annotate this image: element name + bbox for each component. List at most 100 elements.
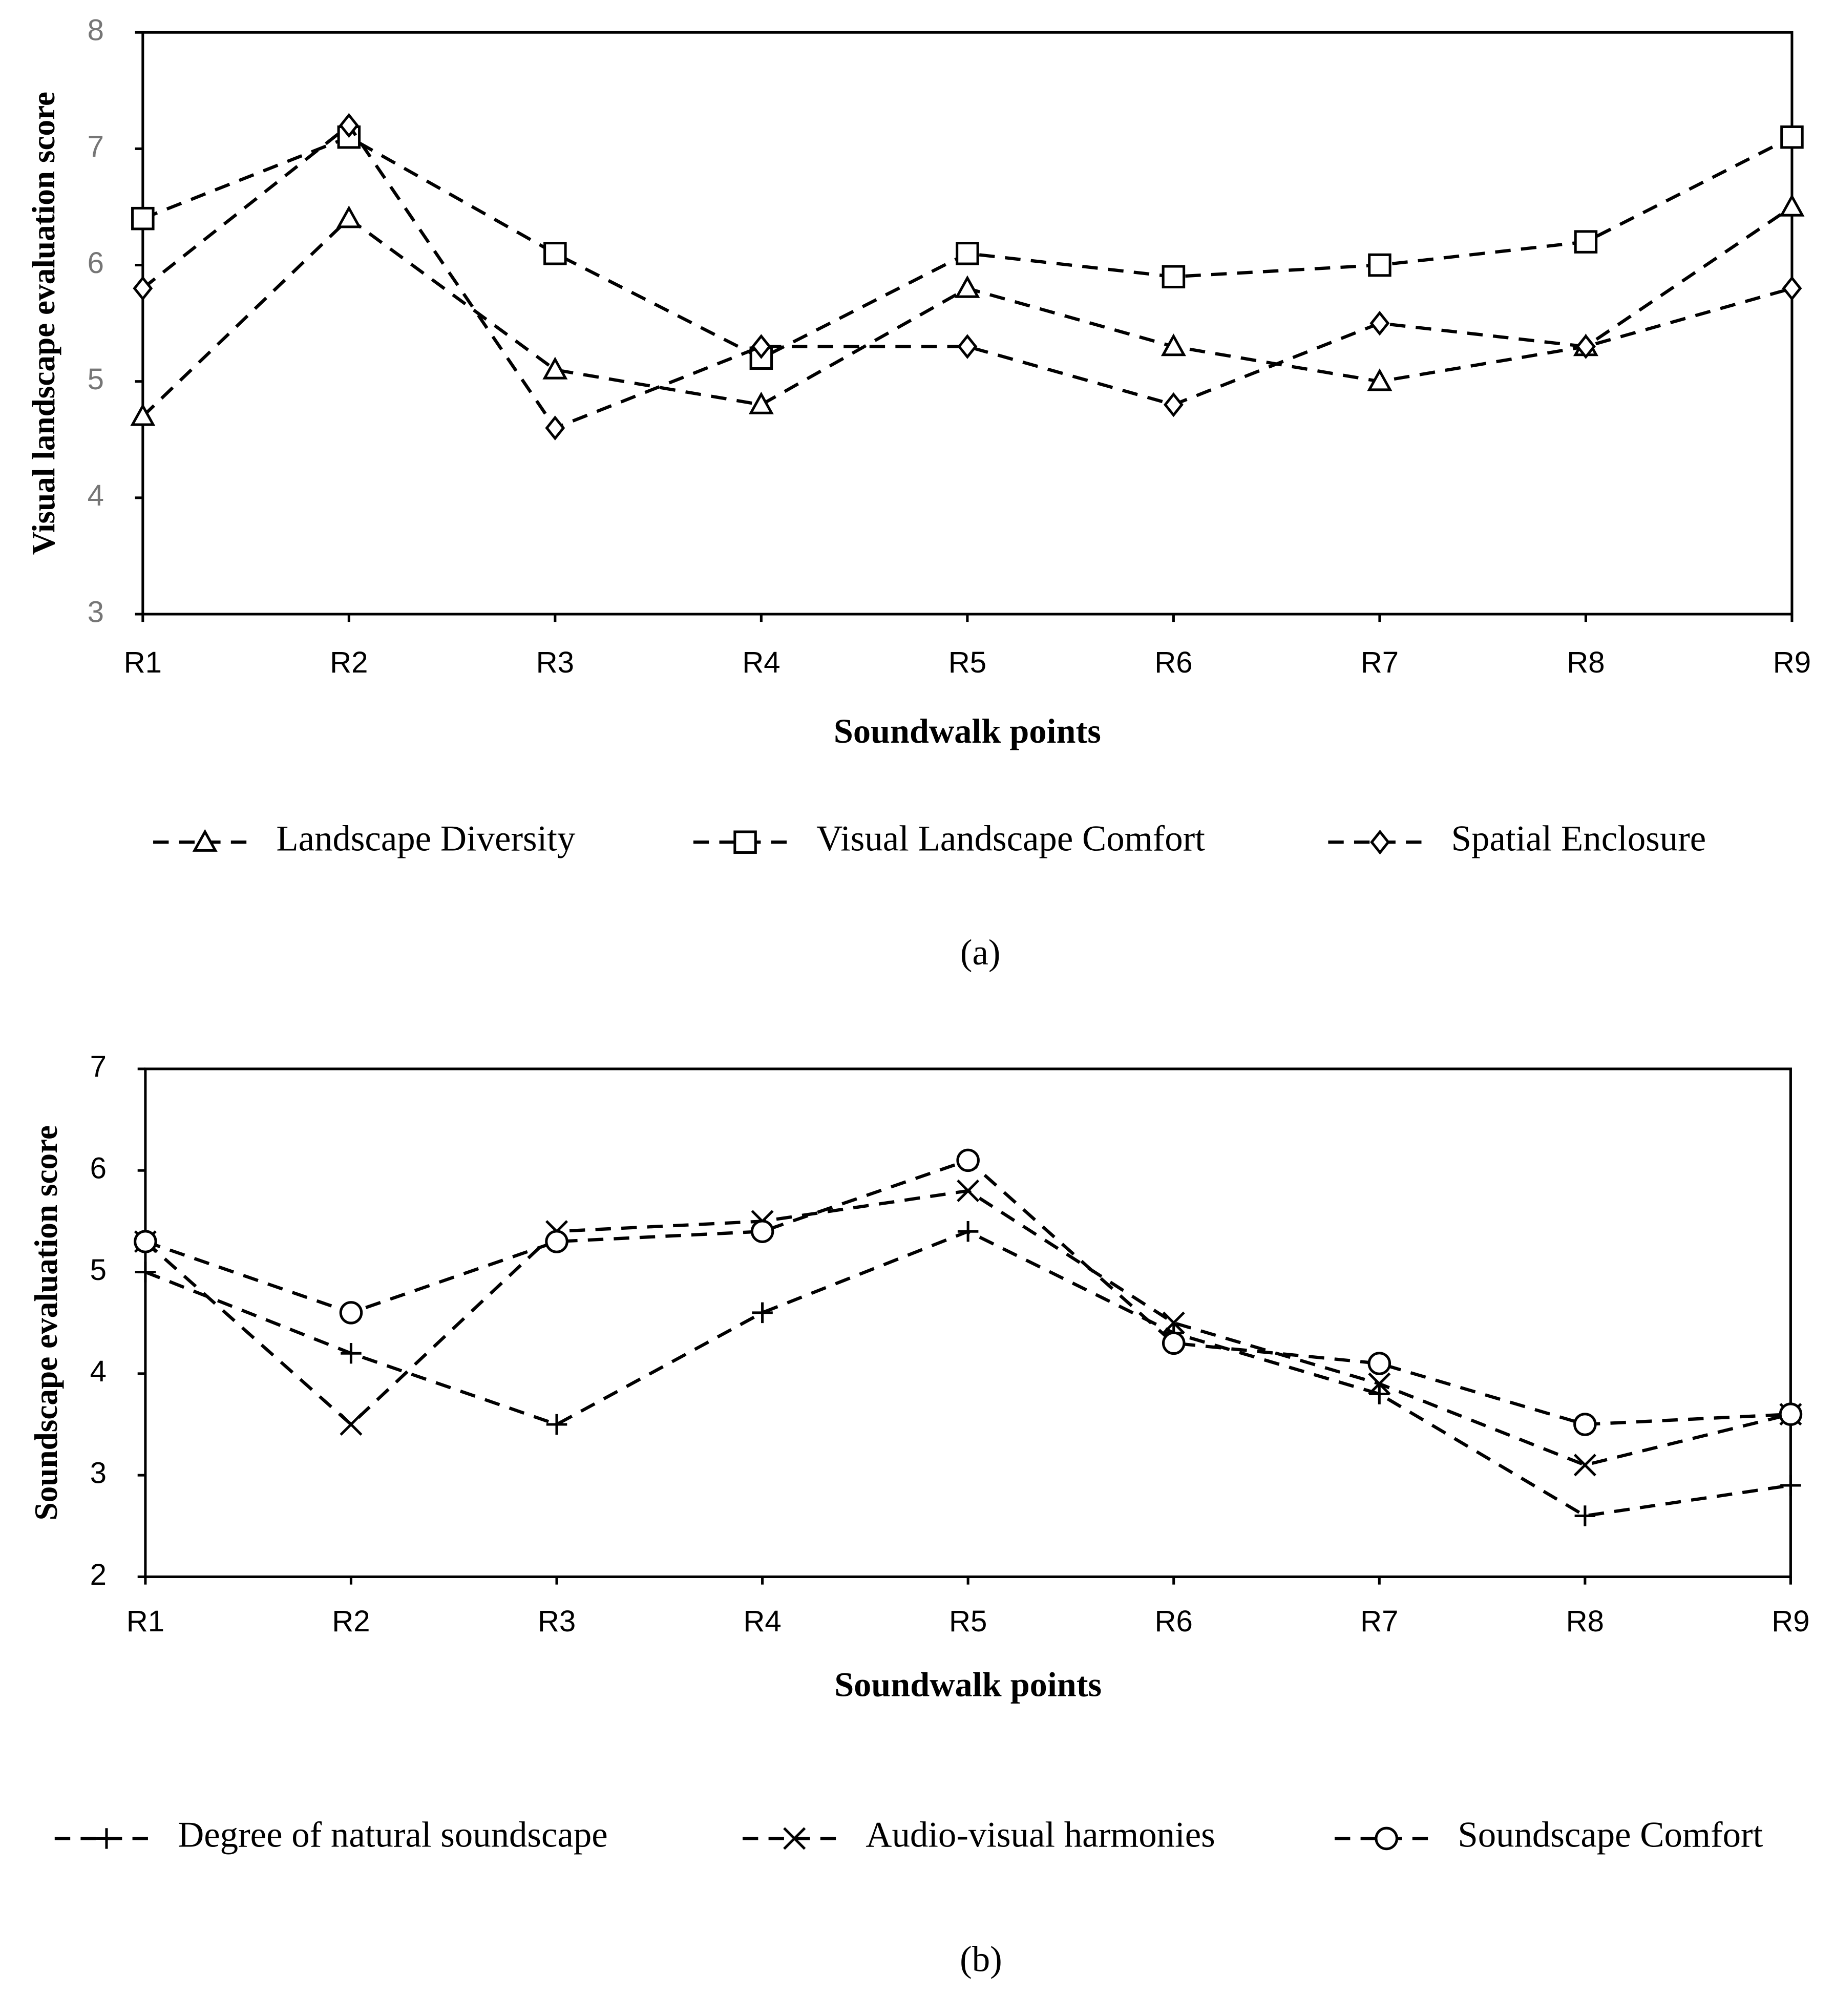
legend-label: Landscape Diversity [276,818,576,858]
panel-label: (b) [960,1940,1002,1980]
data-point [1368,253,1391,277]
data-point [1574,230,1598,254]
data-point [543,242,567,265]
legend-marker [733,830,757,854]
data-point [1369,1383,1390,1404]
legend-label: Visual Landscape Comfort [816,818,1205,858]
x-tick-label: R5 [949,1605,987,1638]
data-point [1369,310,1390,336]
y-tick-label: 7 [90,1050,107,1083]
x-tick-label: R8 [1567,646,1605,679]
legend-marker [96,1828,117,1849]
data-point [341,1342,362,1364]
x-tick-label: R1 [124,646,162,679]
x-tick-label: R1 [126,1605,164,1638]
data-point [340,1413,363,1436]
y-tick-label: 3 [90,1457,107,1490]
legend-marker [1370,829,1390,855]
y-tick-label: 7 [88,130,104,163]
data-point [1779,194,1805,217]
data-point [957,334,978,359]
data-point [956,1148,980,1172]
data-point [1163,392,1184,417]
data-point [542,356,568,380]
x-tick-label: R7 [1361,646,1399,679]
data-point [545,415,565,440]
y-tick-label: 6 [90,1152,107,1185]
plot-frame [141,31,1794,616]
legend-label: Soundscape Comfort [1458,1815,1763,1855]
x-tick-label: R7 [1360,1605,1398,1638]
x-tick-label: R3 [538,1605,576,1638]
x-axis-title: Soundwalk points [834,1665,1102,1704]
data-point [1780,1475,1801,1496]
data-point [955,275,980,298]
y-tick-label: 4 [90,1355,107,1388]
data-point [1162,1311,1185,1334]
x-tick-label: R6 [1154,646,1192,679]
x-tick-label: R4 [743,1605,781,1638]
y-tick-label: 8 [88,14,104,47]
legend-label: Audio-visual harmonies [866,1815,1215,1855]
data-point [546,1414,567,1435]
data-point [339,1301,363,1325]
data-point [1368,1372,1391,1395]
data-point [750,1220,774,1243]
plot-frame [144,1067,1792,1579]
y-tick-label: 4 [88,479,104,512]
y-axis-title: Visual landscape evaluation score [26,92,61,555]
data-point [957,1221,979,1242]
data-point [133,276,153,301]
data-point [1576,334,1596,359]
x-tick-label: R3 [536,646,574,679]
data-point [957,1179,980,1202]
data-point [748,391,774,414]
data-point [752,1302,773,1324]
data-point [545,1230,568,1253]
x-tick-label: R9 [1771,1605,1809,1638]
x-tick-label: R4 [742,646,780,679]
legend-marker [783,1827,806,1850]
legend-label: Spatial Enclosure [1451,818,1706,858]
data-point [134,1230,157,1253]
data-point [1574,1505,1596,1526]
y-tick-label: 3 [88,595,104,628]
data-point [1780,125,1804,149]
y-tick-label: 5 [90,1253,107,1287]
data-point [339,113,359,138]
x-tick-label: R6 [1155,1605,1193,1638]
x-tick-label: R9 [1773,646,1811,679]
series-line [144,1158,1791,1426]
data-point [751,334,771,359]
legend-marker [1375,1826,1398,1851]
y-tick-label: 6 [88,246,104,280]
data-point [130,403,156,426]
data-point [1573,1454,1596,1477]
data-point [1162,1331,1186,1355]
x-tick-label: R2 [332,1605,370,1638]
legend-label: Degree of natural soundscape [178,1815,608,1855]
data-point [1367,1352,1391,1375]
data-point [956,242,979,265]
y-axis-title: Soundscape evaluation score [28,1125,64,1521]
x-tick-label: R2 [330,646,368,679]
data-point [1367,368,1393,391]
series-line [144,1229,1791,1518]
data-point [1782,276,1802,301]
series-line [141,205,1793,418]
data-point [336,205,362,228]
x-axis-title: Soundwalk points [834,711,1101,750]
legend-marker [192,829,218,852]
data-point [1162,265,1186,289]
panel-label: (a) [960,933,1001,973]
x-tick-label: R8 [1566,1605,1604,1638]
data-point [1779,1402,1803,1426]
data-point [1161,333,1186,356]
y-tick-label: 5 [88,363,104,396]
y-tick-label: 2 [90,1558,107,1591]
x-tick-label: R5 [948,646,986,679]
data-point [135,1262,156,1283]
data-point [1573,1413,1597,1436]
data-point [131,206,155,230]
